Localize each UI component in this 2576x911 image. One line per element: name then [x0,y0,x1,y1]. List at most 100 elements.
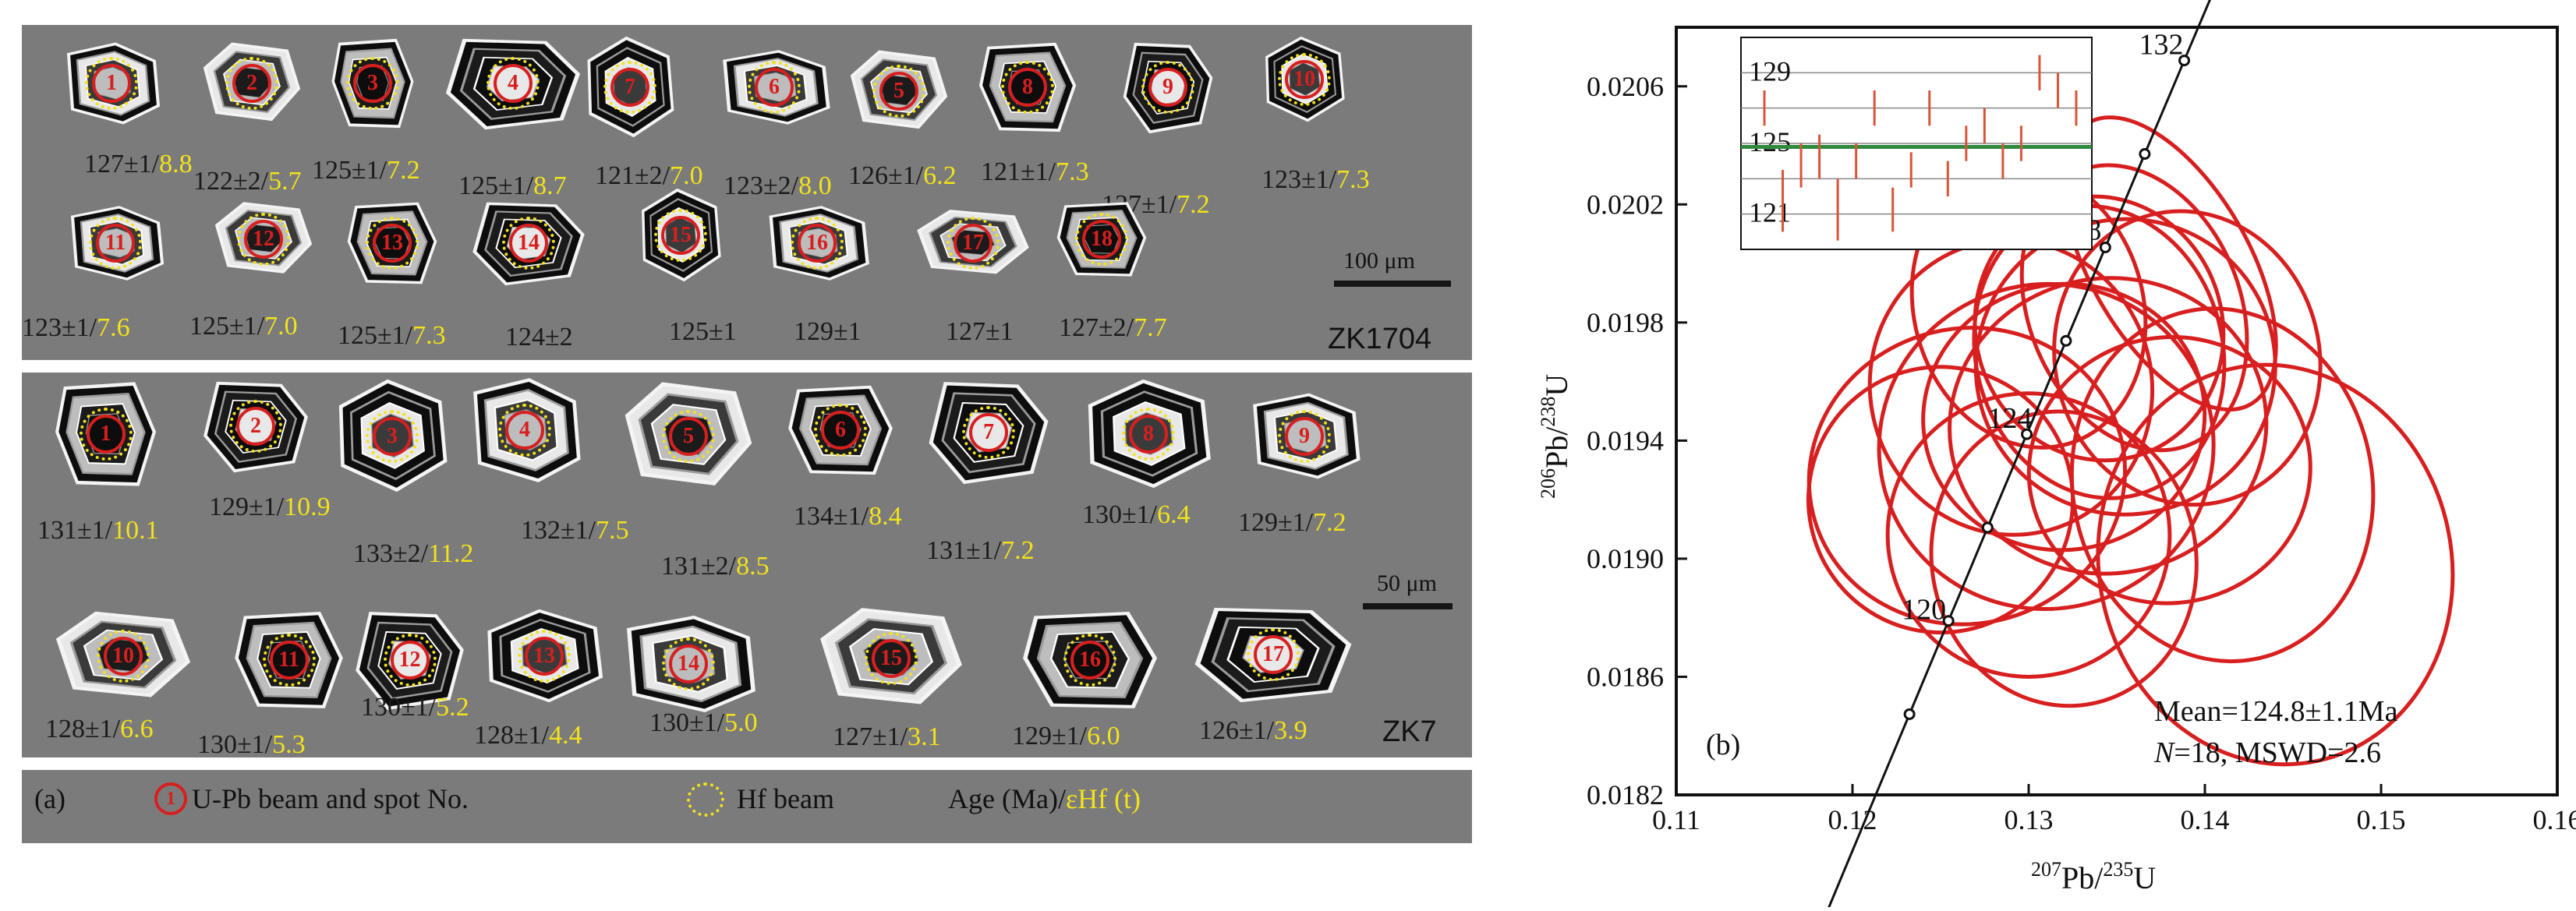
sample-label-zk1704: ZK1704 [1328,323,1431,356]
y-tick-label: 0.0194 [1587,425,1664,456]
zk7-grain: 4 [466,376,583,485]
legend-separator [22,757,1472,770]
y-tick-label: 0.0206 [1587,71,1664,102]
hf-value: 8.8 [159,150,193,178]
zk1704-grain: 2 [201,41,303,126]
age-value: 126±1 [848,161,916,190]
u-pb-spot: 10 [1285,60,1324,99]
scale-bar-label-zk7: 50 μm [1377,570,1437,597]
zk1704-grain: 8 [977,41,1078,134]
zk1704-grain: 14 [470,200,587,286]
u-pb-spot: 11 [96,224,135,263]
zk1704-age-label: 125±1 [669,317,737,347]
zk1704-grain: 17 [915,208,1031,278]
zk1704-grain: 12 [213,200,314,278]
u-pb-spot: 12 [391,641,430,680]
age-value: 131±2 [661,552,729,581]
age-value: 123±1 [22,313,90,342]
u-pb-spot: 1 [92,64,131,103]
hf-value: 8.0 [798,171,832,200]
scale-bar-zk7 [1363,603,1453,609]
zk1704-grain: 15 [638,189,724,282]
age-value: 125±1 [312,156,380,185]
zk1704-age-label: 123±1/7.6 [22,313,130,343]
legend-spot-symbol: 1 [154,782,187,815]
sample-label-zk7: ZK7 [1382,715,1437,749]
u-pb-spot: 4 [505,411,544,450]
zk7-grain: 5 [622,380,755,493]
zk1704-age-label: 125±1/7.0 [189,312,298,341]
hf-value: 7.0 [264,312,298,341]
u-pb-spot: 18 [1082,220,1121,259]
zk7-grain: 14 [618,613,759,715]
age-value: 132±1 [521,516,589,545]
age-value: 128±1 [45,715,113,743]
u-pb-spot: 9 [1148,68,1187,107]
zk7-age-label: 131±1/10.1 [37,516,159,546]
age-value: 129±1 [209,493,277,521]
hf-value: 7.2 [1313,508,1346,537]
zk7-age-label: 130±1/5.3 [197,730,306,760]
legend-age-label: Age (Ma)/ [948,783,1066,814]
zk1704-age-label: 126±1/6.2 [848,161,957,191]
u-pb-spot: 11 [270,641,309,680]
u-pb-spot: 6 [821,411,860,450]
zk7-grain: 9 [1246,391,1363,481]
zk7-grain: 6 [786,383,895,477]
age-value: 124±2 [505,323,573,351]
zk7-age-label: 130±1/5.0 [649,708,758,738]
age-value: 127±1 [946,317,1014,346]
zk1704-grain: 16 [763,204,872,282]
concordia-age-label: 124 [1988,402,2033,435]
legend-spot-text: U-Pb beam and spot No. [192,782,469,815]
zk7-grain: 16 [1020,609,1160,711]
zk1704-grain: 3 [330,37,416,130]
u-pb-spot: 3 [373,417,412,456]
concordia-age-marker [2140,150,2150,159]
panel-a-label: (a) [34,782,65,815]
zk7-age-label: 134±1/8.4 [794,502,902,531]
zk1704-age-label: 124±2 [505,323,573,352]
u-pb-spot: 10 [104,637,143,676]
hf-value: 6.4 [1157,500,1191,529]
age-value: 125±1 [189,312,257,341]
zk7-grain: 10 [53,609,193,703]
zk1704-age-label: 129±1 [794,317,862,347]
u-pb-spot: 7 [610,68,649,107]
y-tick-label: 0.0182 [1587,779,1664,810]
concordia-age-label: 132 [2139,29,2184,62]
u-pb-spot: 17 [954,224,993,263]
u-pb-spot: 16 [1070,641,1109,680]
inset-y-tick-label: 129 [1749,55,1791,87]
u-pb-spot: 17 [1254,635,1293,674]
zk7-age-label: 128±1/4.4 [474,721,582,750]
u-pb-spot: 15 [661,216,700,255]
zk7-grain: 3 [334,380,451,493]
zk1704-grain: 1 [61,41,162,126]
age-value: 130±1 [1082,500,1150,529]
hf-value: 5.0 [724,708,758,737]
zk7-age-label: 130±1/5.2 [361,693,469,722]
u-pb-spot: 3 [353,64,392,103]
y-tick-label: 0.0198 [1587,307,1664,338]
zk1704-grain: 13 [345,200,439,286]
u-pb-spot: 5 [879,72,918,111]
age-value: 130±1 [649,708,717,737]
u-pb-spot: 9 [1285,417,1324,456]
hf-value: 7.2 [387,156,420,185]
sample-separator [22,360,1472,373]
hf-value: 7.6 [97,313,130,342]
age-value: 127±1 [833,722,901,751]
u-pb-spot: 13 [525,637,564,676]
zk1704-age-label: 122±2/5.7 [193,167,302,196]
hf-value: 3.9 [1274,716,1307,745]
age-value: 129±1 [1012,722,1080,750]
u-pb-spot: 15 [872,639,911,678]
x-tick-label: 0.13 [2005,804,2054,835]
stats-values: =18, MSWD=2.6 [2174,736,2381,769]
zk1704-grain: 4 [443,37,583,130]
hf-value: 10.1 [112,516,159,545]
u-pb-spot: 1 [87,415,126,454]
hf-value: 3.1 [908,722,941,751]
inset-y-tick-label: 121 [1749,197,1791,228]
